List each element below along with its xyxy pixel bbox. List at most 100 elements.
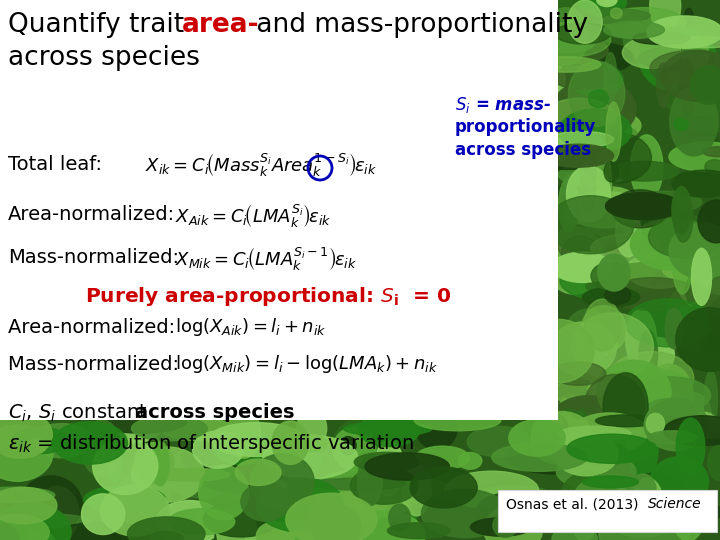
Ellipse shape [705,160,720,174]
Bar [0,0,558,420]
Ellipse shape [627,496,720,529]
Ellipse shape [0,411,53,458]
Ellipse shape [28,498,68,540]
Ellipse shape [571,413,647,453]
Ellipse shape [574,340,590,372]
Text: area-: area- [182,12,259,38]
Ellipse shape [469,482,543,526]
Ellipse shape [603,373,648,441]
Ellipse shape [246,522,341,540]
Ellipse shape [647,16,720,48]
Ellipse shape [0,487,55,503]
Ellipse shape [693,274,720,311]
Ellipse shape [647,413,665,434]
Ellipse shape [580,152,595,213]
Ellipse shape [382,501,416,540]
Ellipse shape [559,178,579,232]
Ellipse shape [626,253,693,288]
Ellipse shape [551,362,606,386]
Ellipse shape [585,421,662,444]
Ellipse shape [579,433,613,456]
Ellipse shape [161,418,235,441]
Ellipse shape [657,63,670,107]
Ellipse shape [708,445,720,480]
Ellipse shape [84,485,166,513]
Ellipse shape [678,238,720,261]
Ellipse shape [340,436,356,455]
Ellipse shape [582,129,602,186]
Ellipse shape [590,479,613,508]
Ellipse shape [358,413,420,447]
Ellipse shape [35,487,79,540]
Ellipse shape [156,501,224,540]
Ellipse shape [582,288,639,307]
Text: Area-normalized:: Area-normalized: [8,318,188,337]
Ellipse shape [631,218,716,270]
Ellipse shape [585,156,612,217]
Ellipse shape [661,50,720,102]
Ellipse shape [0,503,71,540]
Text: $S_i$ = mass-: $S_i$ = mass- [455,95,551,115]
Ellipse shape [570,63,623,97]
Ellipse shape [703,147,720,157]
Ellipse shape [577,507,666,529]
Ellipse shape [523,416,594,467]
Ellipse shape [474,493,544,537]
Ellipse shape [567,434,657,463]
Ellipse shape [649,397,701,439]
Ellipse shape [598,442,634,505]
Ellipse shape [27,438,46,454]
Text: $C_i$, $S_i$ constant: $C_i$, $S_i$ constant [8,403,148,424]
Ellipse shape [415,446,469,470]
Bar [558,0,720,540]
Ellipse shape [308,470,404,526]
Ellipse shape [627,417,716,478]
Ellipse shape [591,263,625,289]
Ellipse shape [599,511,689,540]
Ellipse shape [531,411,593,460]
Ellipse shape [683,36,708,71]
Ellipse shape [588,90,608,107]
Ellipse shape [106,529,127,539]
Text: Mass-normalized:: Mass-normalized: [8,355,192,374]
Ellipse shape [690,66,720,104]
Ellipse shape [529,413,586,464]
Ellipse shape [132,447,204,502]
Ellipse shape [193,431,243,468]
Ellipse shape [649,0,680,33]
Ellipse shape [557,331,618,357]
Ellipse shape [181,443,245,474]
Ellipse shape [471,518,531,536]
Ellipse shape [526,510,602,540]
Ellipse shape [516,501,549,514]
Ellipse shape [377,480,455,503]
Ellipse shape [702,272,720,288]
Ellipse shape [0,515,49,540]
Ellipse shape [680,44,720,99]
Ellipse shape [604,161,618,182]
Ellipse shape [562,8,650,23]
Ellipse shape [550,131,613,147]
Ellipse shape [458,453,482,469]
Ellipse shape [613,404,640,463]
Ellipse shape [576,346,605,380]
Ellipse shape [618,517,706,530]
Ellipse shape [672,492,704,540]
Ellipse shape [685,462,720,528]
Ellipse shape [676,393,711,437]
Ellipse shape [606,496,681,537]
Ellipse shape [622,37,681,69]
Ellipse shape [649,215,720,258]
Ellipse shape [637,450,659,488]
Ellipse shape [539,427,599,495]
Ellipse shape [445,471,539,509]
Ellipse shape [106,441,122,482]
Ellipse shape [610,161,679,181]
Text: Science: Science [648,497,701,511]
Ellipse shape [582,476,639,488]
Ellipse shape [0,523,19,540]
Text: $X_{Aik} = C_i\!\left(\mathit{LMA}_k^{S_i}\right)\!\varepsilon_{ik}$: $X_{Aik} = C_i\!\left(\mathit{LMA}_k^{S_… [175,203,331,230]
Ellipse shape [6,488,81,520]
Ellipse shape [557,399,572,458]
Ellipse shape [630,191,702,213]
